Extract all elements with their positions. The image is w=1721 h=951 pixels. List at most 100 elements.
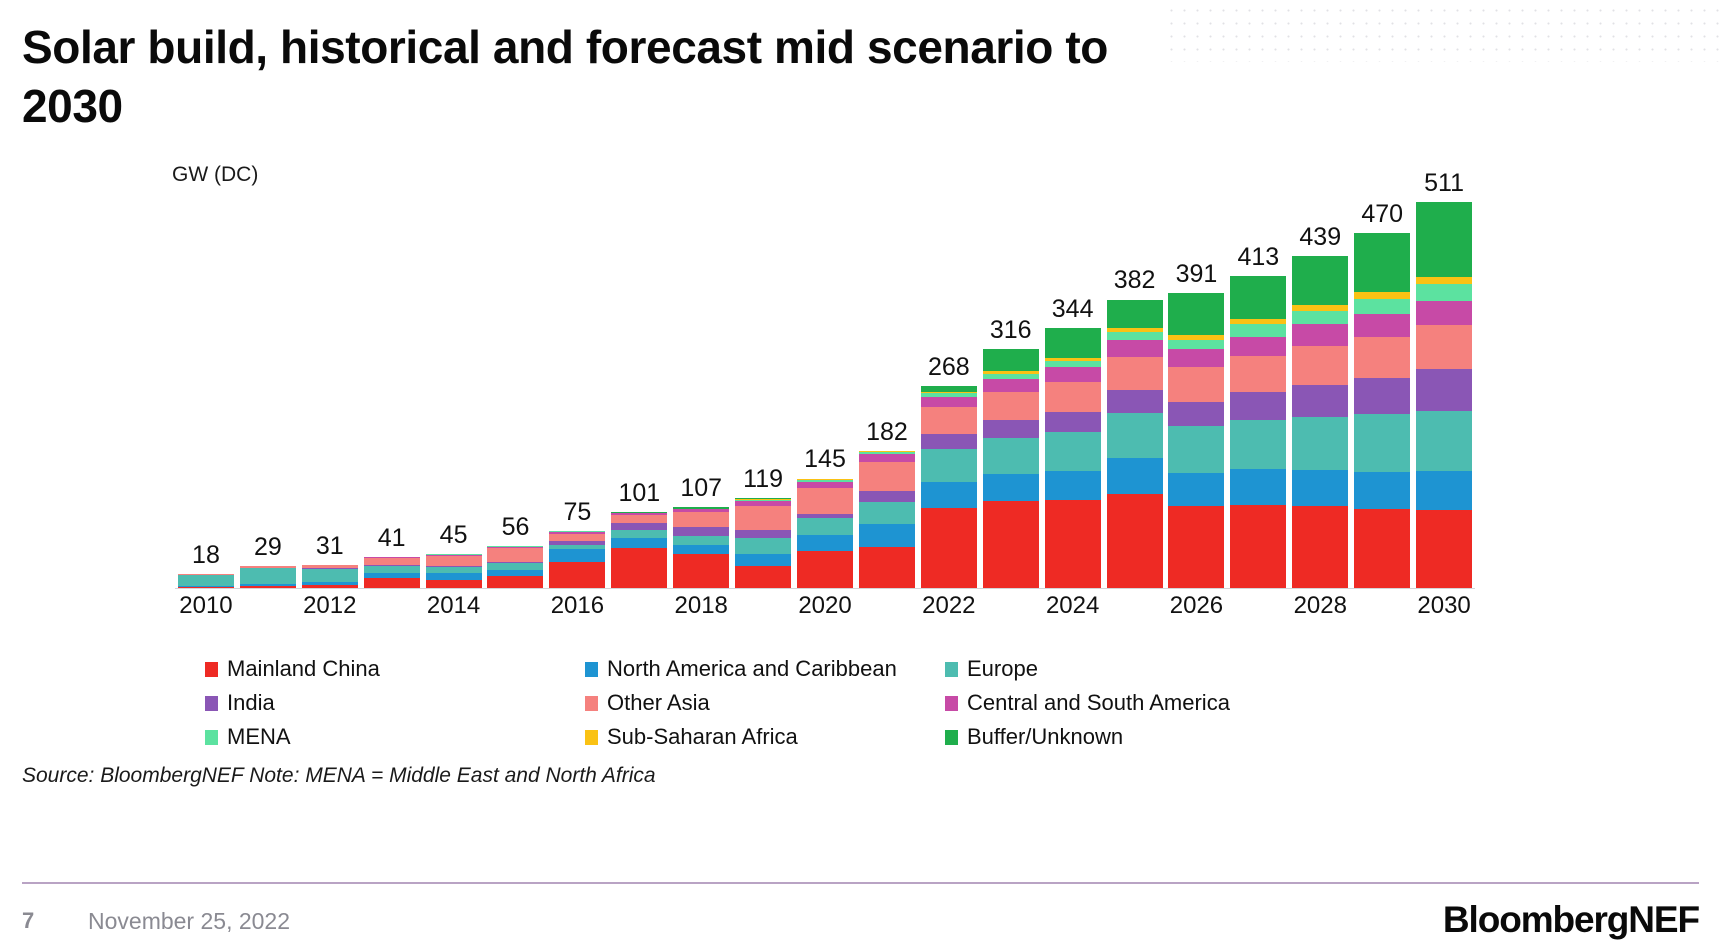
bar-segment[interactable] [425, 554, 482, 556]
bar-segment[interactable] [1106, 328, 1163, 332]
stacked-bar[interactable] [177, 574, 234, 588]
bar-segment[interactable] [1292, 256, 1349, 305]
bar-column[interactable]: 145 [794, 168, 856, 588]
bar-column[interactable]: 45 [423, 168, 485, 588]
bar-segment[interactable] [177, 586, 234, 588]
bar-segment[interactable] [982, 391, 1039, 421]
bar-segment[interactable] [797, 480, 854, 482]
bar-segment[interactable] [301, 568, 358, 582]
bar-segment[interactable] [1354, 414, 1411, 472]
bar-segment[interactable] [1416, 470, 1473, 511]
stacked-bar[interactable] [1106, 299, 1163, 588]
bar-segment[interactable] [1230, 419, 1287, 470]
legend-item[interactable]: MENA [205, 724, 585, 750]
stacked-bar[interactable] [301, 564, 358, 588]
bar-column[interactable]: 382 [1104, 168, 1166, 588]
bar-segment[interactable] [858, 451, 915, 453]
bar-segment[interactable] [920, 396, 977, 407]
bar-segment[interactable] [1416, 325, 1473, 369]
bar-segment[interactable] [1168, 292, 1225, 335]
bar-segment[interactable] [1044, 381, 1101, 413]
bar-segment[interactable] [858, 454, 915, 462]
bar-segment[interactable] [1044, 367, 1101, 382]
bar-segment[interactable] [1044, 499, 1101, 588]
bar-segment[interactable] [487, 561, 544, 564]
bar-segment[interactable] [1168, 339, 1225, 350]
bar-segment[interactable] [425, 566, 482, 568]
bar-segment[interactable] [1106, 331, 1163, 341]
bar-segment[interactable] [487, 548, 544, 562]
bar-segment[interactable] [1230, 276, 1287, 320]
bar-segment[interactable] [673, 512, 730, 528]
bar-segment[interactable] [1292, 310, 1349, 325]
bar-column[interactable]: 344 [1042, 168, 1104, 588]
bar-segment[interactable] [1106, 458, 1163, 494]
bar-segment[interactable] [982, 378, 1039, 392]
bar-segment[interactable] [735, 530, 792, 538]
stacked-bar[interactable] [858, 450, 915, 588]
bar-segment[interactable] [177, 587, 234, 588]
bar-segment[interactable] [1416, 410, 1473, 471]
bar-segment[interactable] [1292, 345, 1349, 385]
bar-segment[interactable] [735, 498, 792, 500]
bar-segment[interactable] [549, 533, 606, 542]
bar-column[interactable]: 75 [546, 168, 608, 588]
bar-segment[interactable] [1354, 378, 1411, 415]
bar-segment[interactable] [858, 546, 915, 588]
stacked-bar[interactable] [735, 498, 792, 588]
bar-segment[interactable] [1292, 506, 1349, 588]
bar-segment[interactable] [611, 513, 668, 516]
stacked-bar[interactable] [425, 554, 482, 588]
bar-segment[interactable] [797, 551, 854, 588]
bar-segment[interactable] [1354, 233, 1411, 292]
bar-segment[interactable] [797, 481, 854, 488]
bar-segment[interactable] [549, 561, 606, 588]
bar-segment[interactable] [177, 575, 234, 587]
bar-segment[interactable] [1416, 368, 1473, 411]
bar-segment[interactable] [363, 564, 420, 566]
bar-column[interactable]: 29 [237, 168, 299, 588]
legend-item[interactable]: Mainland China [205, 656, 585, 682]
bar-segment[interactable] [858, 461, 915, 492]
bar-segment[interactable] [920, 433, 977, 450]
bar-segment[interactable] [920, 406, 977, 434]
bar-segment[interactable] [982, 420, 1039, 438]
bar-segment[interactable] [1230, 392, 1287, 420]
bar-segment[interactable] [1292, 470, 1349, 507]
bar-segment[interactable] [487, 545, 544, 547]
bar-segment[interactable] [1044, 412, 1101, 432]
bar-segment[interactable] [363, 577, 420, 588]
bar-segment[interactable] [673, 544, 730, 555]
bar-segment[interactable] [673, 508, 730, 510]
bar-column[interactable]: 391 [1166, 168, 1228, 588]
bar-segment[interactable] [1168, 473, 1225, 507]
bar-segment[interactable] [858, 450, 915, 452]
bar-segment[interactable] [611, 537, 668, 549]
bar-segment[interactable] [1230, 336, 1287, 357]
legend-item[interactable]: Other Asia [585, 690, 945, 716]
bar-segment[interactable] [1230, 319, 1287, 325]
bar-column[interactable]: 413 [1227, 168, 1289, 588]
bar-segment[interactable] [920, 393, 977, 397]
stacked-bar[interactable] [1416, 202, 1473, 588]
bar-segment[interactable] [982, 473, 1039, 502]
bar-segment[interactable] [1416, 301, 1473, 326]
bar-segment[interactable] [797, 517, 854, 535]
legend-item[interactable]: Sub-Saharan Africa [585, 724, 945, 750]
bar-segment[interactable] [1106, 356, 1163, 391]
bar-segment[interactable] [549, 544, 606, 550]
bar-segment[interactable] [1416, 202, 1473, 277]
bar-segment[interactable] [673, 554, 730, 588]
bar-column[interactable]: 107 [670, 168, 732, 588]
bar-segment[interactable] [1292, 416, 1349, 471]
bar-segment[interactable] [1354, 298, 1411, 314]
bar-segment[interactable] [735, 498, 792, 499]
bar-segment[interactable] [425, 573, 482, 580]
bar-segment[interactable] [920, 449, 977, 482]
bar-segment[interactable] [363, 557, 420, 558]
bar-segment[interactable] [797, 534, 854, 552]
bar-column[interactable]: 439 [1289, 168, 1351, 588]
stacked-bar[interactable] [1292, 256, 1349, 588]
bar-segment[interactable] [301, 581, 358, 585]
stacked-bar[interactable] [673, 507, 730, 588]
